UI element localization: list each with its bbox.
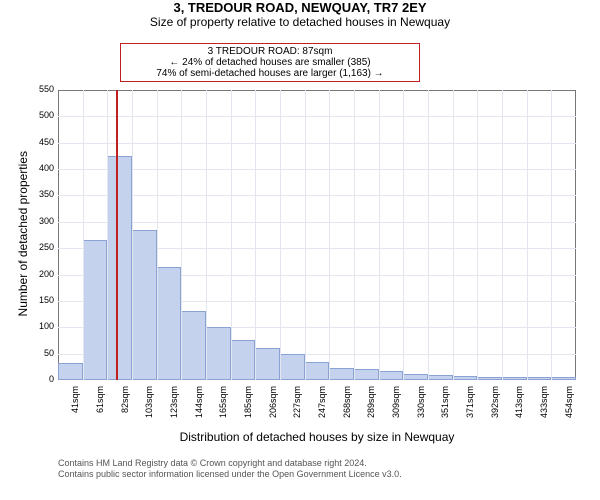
gridline-v [132,90,133,380]
address-title: 3, TREDOUR ROAD, NEWQUAY, TR7 2EY [0,0,600,15]
gridline-v [403,90,404,380]
histogram-bar [329,368,354,380]
xtick-label: 289sqm [366,386,376,426]
gridline-h [58,143,576,144]
xtick-label: 82sqm [120,386,130,426]
gridline-h [58,116,576,117]
gridline-v [206,90,207,380]
histogram-bar [502,377,527,380]
xtick-label: 185sqm [243,386,253,426]
histogram-bar [551,377,576,380]
histogram-plot [58,90,576,380]
ytick-label: 500 [24,110,54,120]
histogram-bar [403,374,428,380]
ytick-label: 300 [24,216,54,226]
xtick-label: 371sqm [465,386,475,426]
gridline-v [329,90,330,380]
histogram-bar [83,240,108,380]
histogram-bar [428,375,453,380]
x-axis-label: Distribution of detached houses by size … [58,430,576,444]
xtick-label: 227sqm [292,386,302,426]
ytick-label: 350 [24,189,54,199]
ytick-label: 200 [24,269,54,279]
xtick-label: 61sqm [95,386,105,426]
gridline-v [477,90,478,380]
ytick-label: 0 [24,374,54,384]
gridline-v [305,90,306,380]
xtick-label: 330sqm [416,386,426,426]
xtick-label: 351sqm [440,386,450,426]
xtick-label: 413sqm [514,386,524,426]
gridline-v [453,90,454,380]
ytick-label: 100 [24,321,54,331]
histogram-bar [305,362,330,380]
gridline-v [280,90,281,380]
gridline-v [551,90,552,380]
gridline-h [58,222,576,223]
histogram-bar [231,340,256,380]
gridline-v [107,90,108,380]
histogram-bar [379,371,404,380]
ytick-label: 450 [24,137,54,147]
xtick-label: 247sqm [317,386,327,426]
histogram-bar [453,376,478,380]
gridline-v [379,90,380,380]
ytick-label: 150 [24,295,54,305]
xtick-label: 123sqm [169,386,179,426]
reference-annotation: 3 TREDOUR ROAD: 87sqm ← 24% of detached … [120,43,420,82]
xtick-label: 144sqm [194,386,204,426]
xtick-label: 392sqm [490,386,500,426]
xtick-label: 454sqm [564,386,574,426]
histogram-bar [107,156,132,380]
chart-subtitle: Size of property relative to detached ho… [0,15,600,29]
annot-line2: ← 24% of detached houses are smaller (38… [129,57,411,68]
histogram-bar [527,377,552,380]
footer-line2: Contains public sector information licen… [58,469,402,480]
annot-line3: 74% of semi-detached houses are larger (… [129,68,411,79]
xtick-label: 433sqm [539,386,549,426]
gridline-v [354,90,355,380]
footer-line1: Contains HM Land Registry data © Crown c… [58,458,402,469]
histogram-bar [132,230,157,380]
xtick-label: 268sqm [342,386,352,426]
annot-line1: 3 TREDOUR ROAD: 87sqm [129,46,411,57]
gridline-v [428,90,429,380]
histogram-bar [354,369,379,380]
reference-line [116,90,118,380]
xtick-label: 206sqm [268,386,278,426]
xtick-label: 309sqm [391,386,401,426]
ytick-label: 550 [24,84,54,94]
histogram-bar [58,363,83,380]
ytick-label: 250 [24,242,54,252]
gridline-v [527,90,528,380]
histogram-bar [181,311,206,380]
xtick-label: 41sqm [70,386,80,426]
xtick-label: 165sqm [218,386,228,426]
footer-attribution: Contains HM Land Registry data © Crown c… [58,458,402,481]
gridline-h [58,169,576,170]
gridline-v [255,90,256,380]
histogram-bar [157,267,182,380]
histogram-bar [255,348,280,380]
gridline-v [231,90,232,380]
histogram-bar [477,377,502,380]
histogram-bar [280,354,305,380]
ytick-label: 50 [24,348,54,358]
gridline-v [181,90,182,380]
gridline-h [58,195,576,196]
gridline-v [157,90,158,380]
xtick-label: 103sqm [144,386,154,426]
ytick-label: 400 [24,163,54,173]
histogram-bar [206,327,231,380]
gridline-v [83,90,84,380]
gridline-v [502,90,503,380]
